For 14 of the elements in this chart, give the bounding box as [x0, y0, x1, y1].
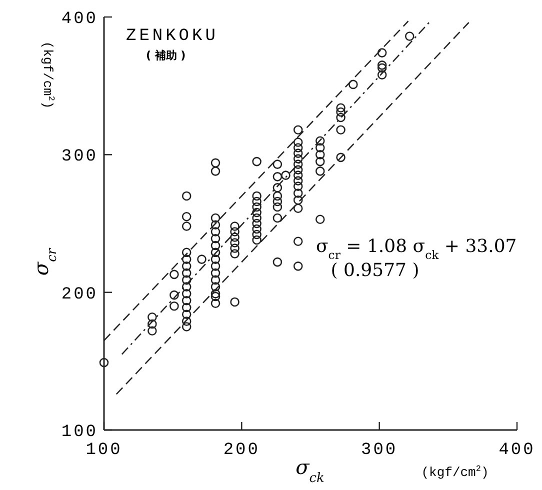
x-tick-label: 200 [223, 441, 260, 460]
x-tick-label: 100 [86, 441, 122, 460]
y-tick-label: 300 [61, 148, 98, 167]
x-axis-title: σ$_{ck}$ [296, 455, 325, 486]
annotation: σ$_{cr}$ = 1.08 σ$_{ck}$ + 33.07 [316, 236, 517, 262]
y-tick-label: 100 [61, 423, 98, 442]
y-tick-label: 400 [61, 10, 98, 29]
text: (kgf/cm$^{2}$) [421, 464, 489, 480]
text: ZENKOKU [126, 27, 218, 46]
annotation: ( 0.9577 ) [330, 260, 420, 281]
y-tick-label: 200 [61, 285, 98, 304]
x-tick-label: 300 [361, 441, 398, 460]
text: ( 補助 ) [146, 49, 186, 62]
x-tick-label: 400 [498, 441, 536, 460]
